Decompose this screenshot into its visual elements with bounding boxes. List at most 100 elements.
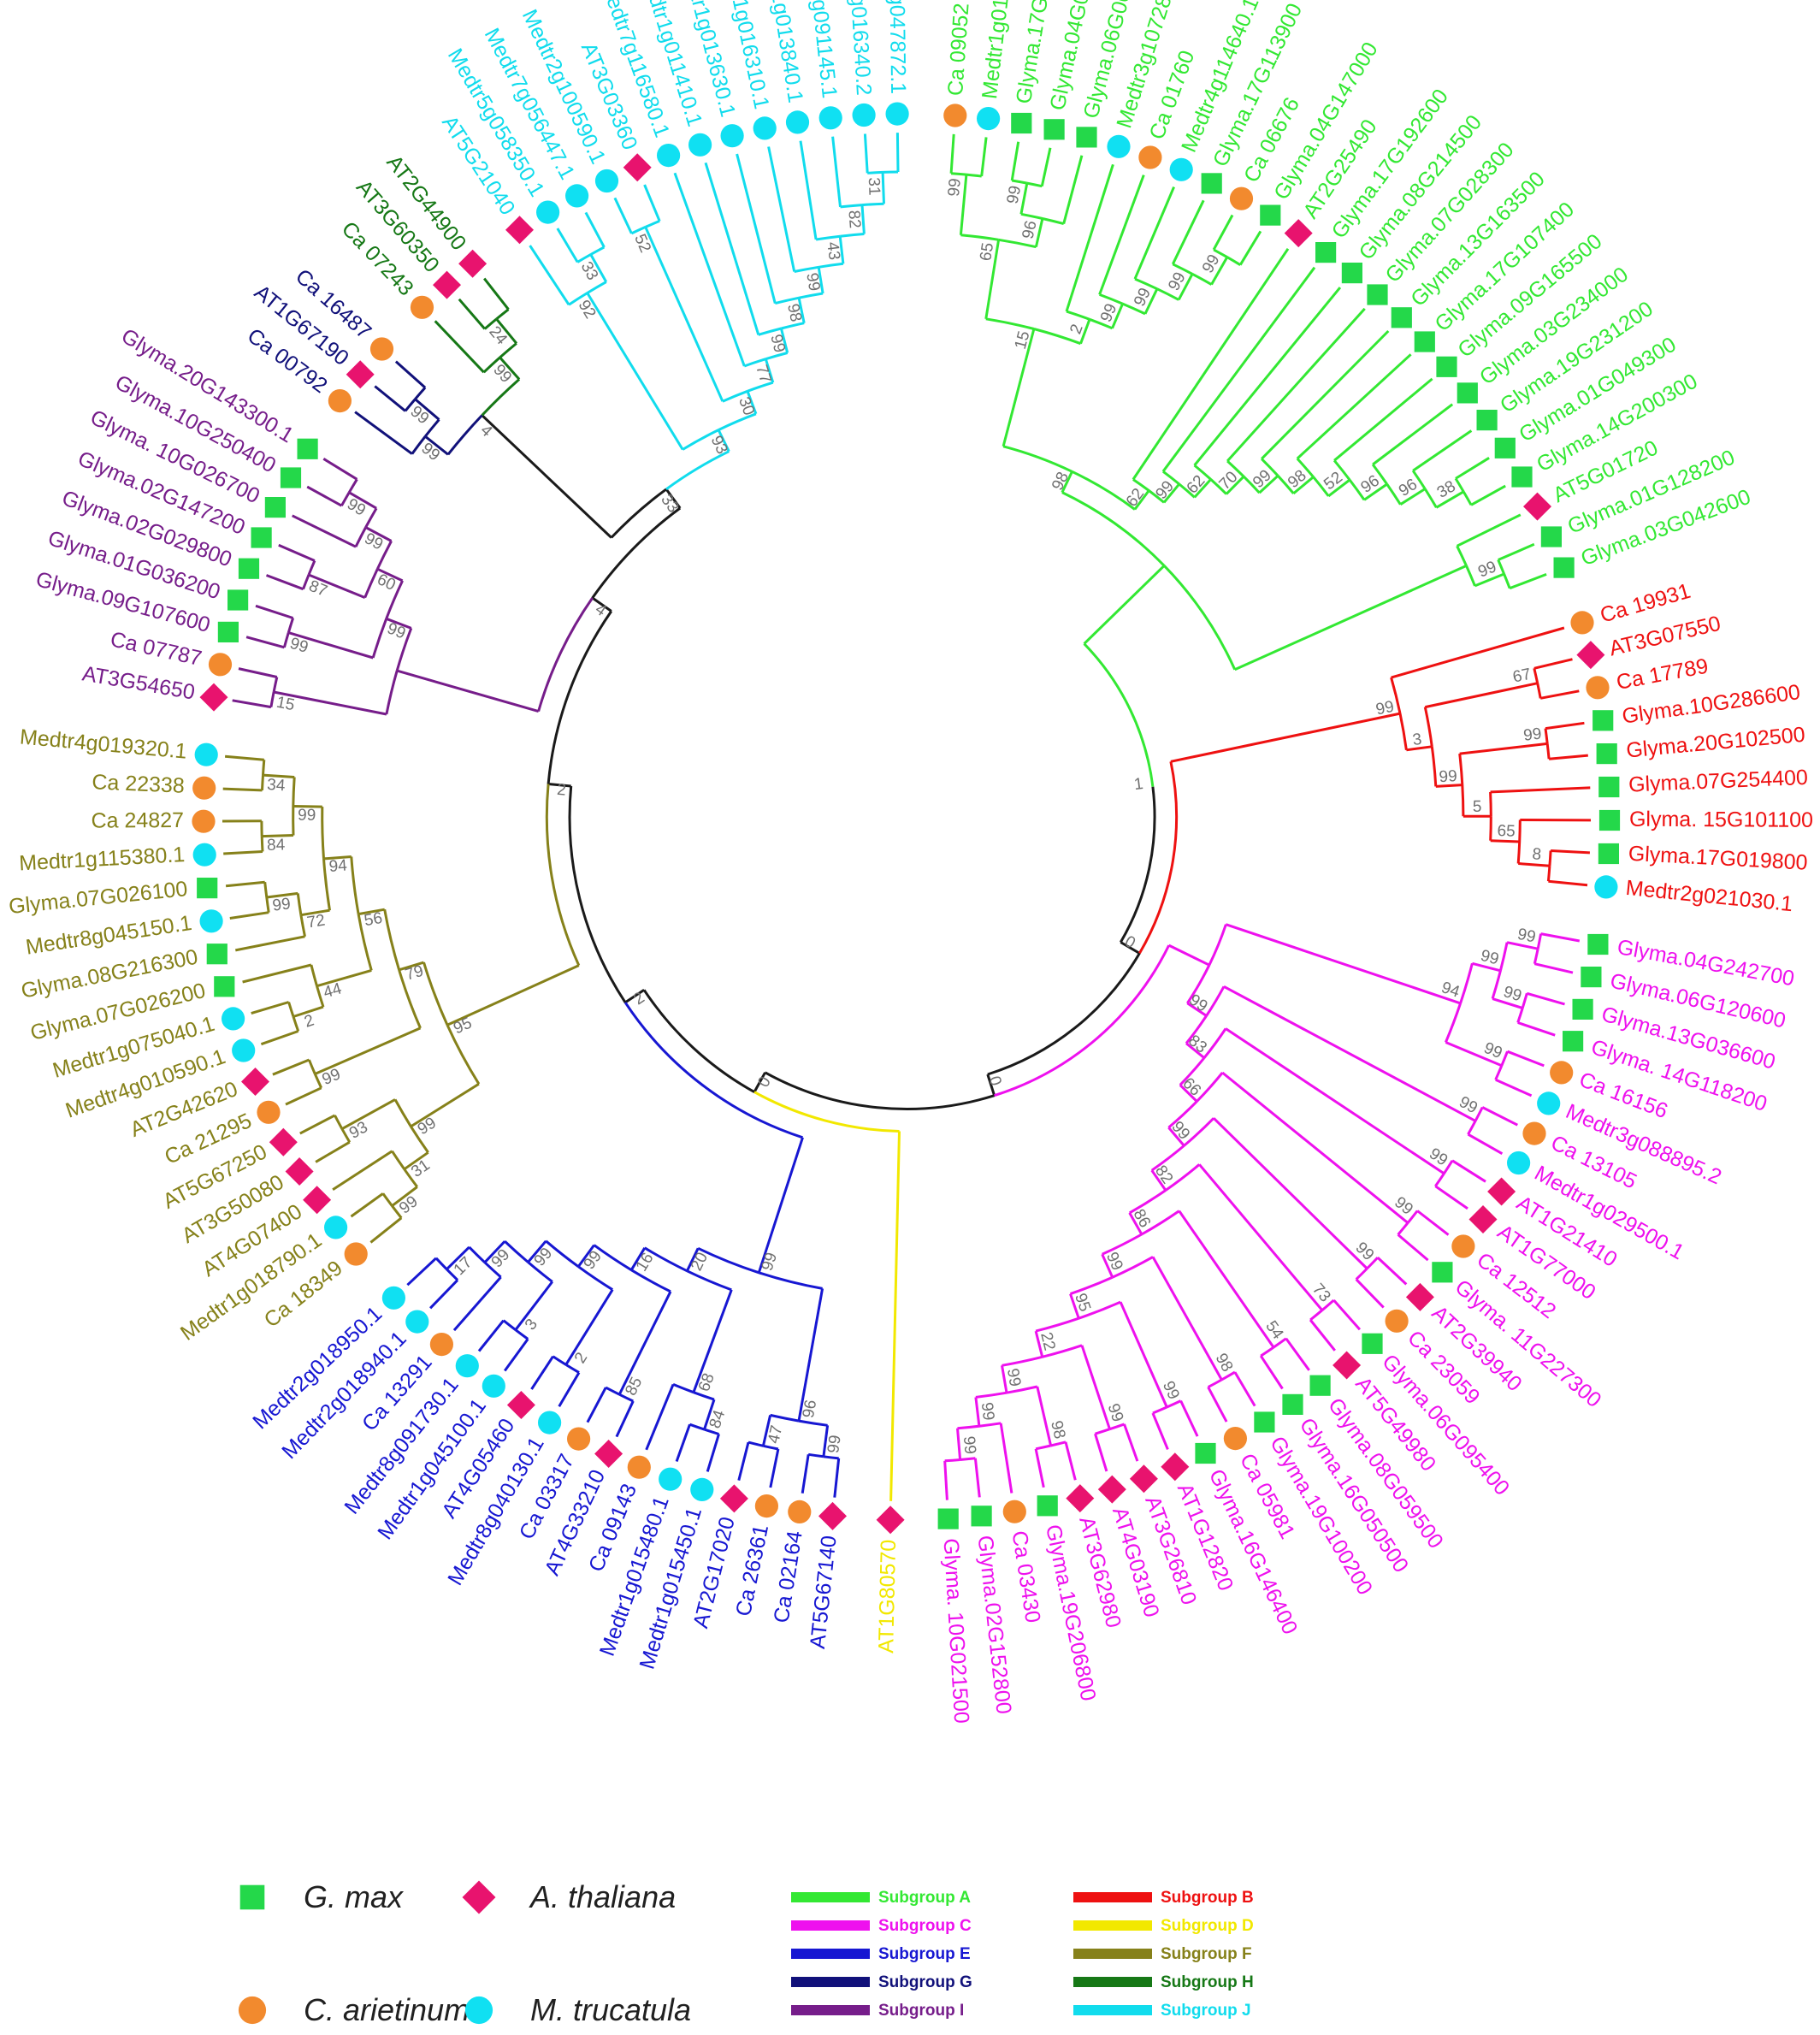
branch-arc [618, 1393, 634, 1403]
branch-line [278, 543, 316, 562]
athaliana-diamond-icon [1487, 1177, 1516, 1206]
branch-arc [1465, 565, 1476, 587]
bootstrap-value: 96 [1019, 219, 1041, 240]
mtruncatula-circle-icon [482, 1374, 505, 1398]
branch-line [1098, 175, 1145, 295]
species-markers [192, 102, 1621, 1535]
gmax-square-icon [1201, 173, 1222, 194]
branch-arc [1191, 272, 1213, 286]
gmax-square-icon [1414, 331, 1435, 352]
bootstrap-value: 96 [1358, 472, 1383, 497]
bootstrap-value: 68 [695, 1371, 718, 1394]
branch-arc [1503, 573, 1511, 589]
branch-line [1186, 1002, 1208, 1017]
branch-line [618, 1291, 672, 1395]
branch-line [245, 636, 285, 649]
leaf-label: AT5G67140 [806, 1535, 842, 1650]
leaf-label: Ca 07787 [109, 627, 204, 671]
branch-arc [623, 1002, 803, 1139]
branch-line [1034, 1448, 1045, 1488]
branch-line [403, 1151, 429, 1171]
branch-arc [272, 677, 279, 693]
branch-arc [605, 1386, 620, 1396]
branch-arc [547, 610, 613, 784]
bootstrap-value: 92 [575, 297, 600, 322]
branch-line [341, 1098, 396, 1131]
branch-arc [391, 1204, 403, 1219]
branch-line [483, 277, 510, 311]
leaf-label: Glyma.17G019800 [1628, 842, 1808, 875]
branch-line [285, 1086, 322, 1106]
branch-line [1498, 542, 1535, 561]
mtruncatula-circle-icon [1169, 157, 1193, 181]
leaf-labels: Ca 09052 Medtr1g012520.1Glyma.17G211000Gl… [8, 0, 1813, 1724]
branch-line [1213, 1117, 1368, 1270]
branch-line [1309, 1319, 1336, 1352]
branch-line [615, 1400, 635, 1438]
mtruncatula-circle-icon [192, 843, 216, 867]
carietinum-circle-icon [1229, 186, 1254, 210]
branch-arc [381, 1192, 393, 1207]
branch-line [1545, 721, 1585, 731]
leaf-label: AT1G80570 [874, 1539, 901, 1653]
branch-line [1225, 476, 1245, 495]
branch-arc [502, 1319, 517, 1331]
branch-line [1416, 1210, 1450, 1236]
bootstrap-value: 99 [1199, 251, 1224, 276]
branch-line [1292, 476, 1315, 495]
legend-subgroup-label: Subgroup B [1161, 1889, 1254, 1907]
branch-line [1151, 1412, 1169, 1450]
branch-line [797, 1288, 824, 1422]
carietinum-circle-icon [257, 1100, 281, 1124]
branch-line [1376, 1257, 1408, 1286]
legend-subgroup-label: Subgroup J [1161, 2002, 1251, 2020]
branch-arc [765, 352, 789, 361]
branch-line [399, 961, 424, 972]
carietinum-circle-icon [1550, 1061, 1574, 1085]
bootstrap-value: 4 [476, 422, 495, 441]
branch-arc [391, 1150, 405, 1170]
branch-line [1399, 488, 1427, 506]
branch-arc [1020, 212, 1043, 220]
branch-line [410, 1082, 480, 1128]
branch-line [1225, 923, 1462, 1005]
legend-subgroup-swatch [1073, 1892, 1152, 1902]
branch-line [1010, 141, 1020, 181]
gmax-square-icon [280, 467, 302, 488]
branch-line [232, 699, 272, 709]
branch-arc [302, 574, 310, 590]
branch-arc [422, 961, 449, 1026]
bootstrap-value: 99 [362, 529, 387, 553]
branch-arc [1152, 1405, 1167, 1415]
bootstrap-value: 82 [844, 210, 863, 229]
bootstrap-value: 99 [415, 1114, 440, 1139]
bootstrap-value: 15 [275, 694, 296, 715]
branch-arc [481, 378, 521, 417]
branch-arc [287, 1002, 295, 1017]
branch-line [1120, 941, 1141, 955]
legend-subgroup-label: Subgroup C [878, 1917, 972, 1935]
bootstrap-value: 2 [1067, 322, 1086, 336]
branch-arc [1138, 760, 1179, 955]
branch-arc [753, 1091, 900, 1133]
gmax-square-icon [1563, 1031, 1584, 1052]
mtruncatula-circle-icon [753, 116, 777, 140]
branch-line [769, 1448, 780, 1488]
branch-line [675, 1423, 691, 1463]
branch-line [358, 908, 385, 916]
bootstrap-value: 99 [417, 440, 443, 465]
branch-arc [282, 632, 290, 648]
mtruncatula-circle-icon [464, 1996, 493, 2025]
gmax-square-icon [197, 878, 218, 899]
leaf-label: Ca 09052 [943, 3, 973, 97]
branch-line [584, 211, 606, 248]
legend-subgroup-label: Subgroup F [1161, 1945, 1252, 1963]
bootstrap-value: 99 [320, 1065, 344, 1089]
branch-line [761, 1415, 772, 1446]
mtruncatula-circle-icon [659, 1467, 682, 1491]
branch-arc [840, 233, 865, 238]
branch-line [1509, 572, 1547, 590]
branch-line [1474, 572, 1505, 588]
branch-line [1133, 186, 1175, 280]
branch-line [665, 488, 682, 509]
